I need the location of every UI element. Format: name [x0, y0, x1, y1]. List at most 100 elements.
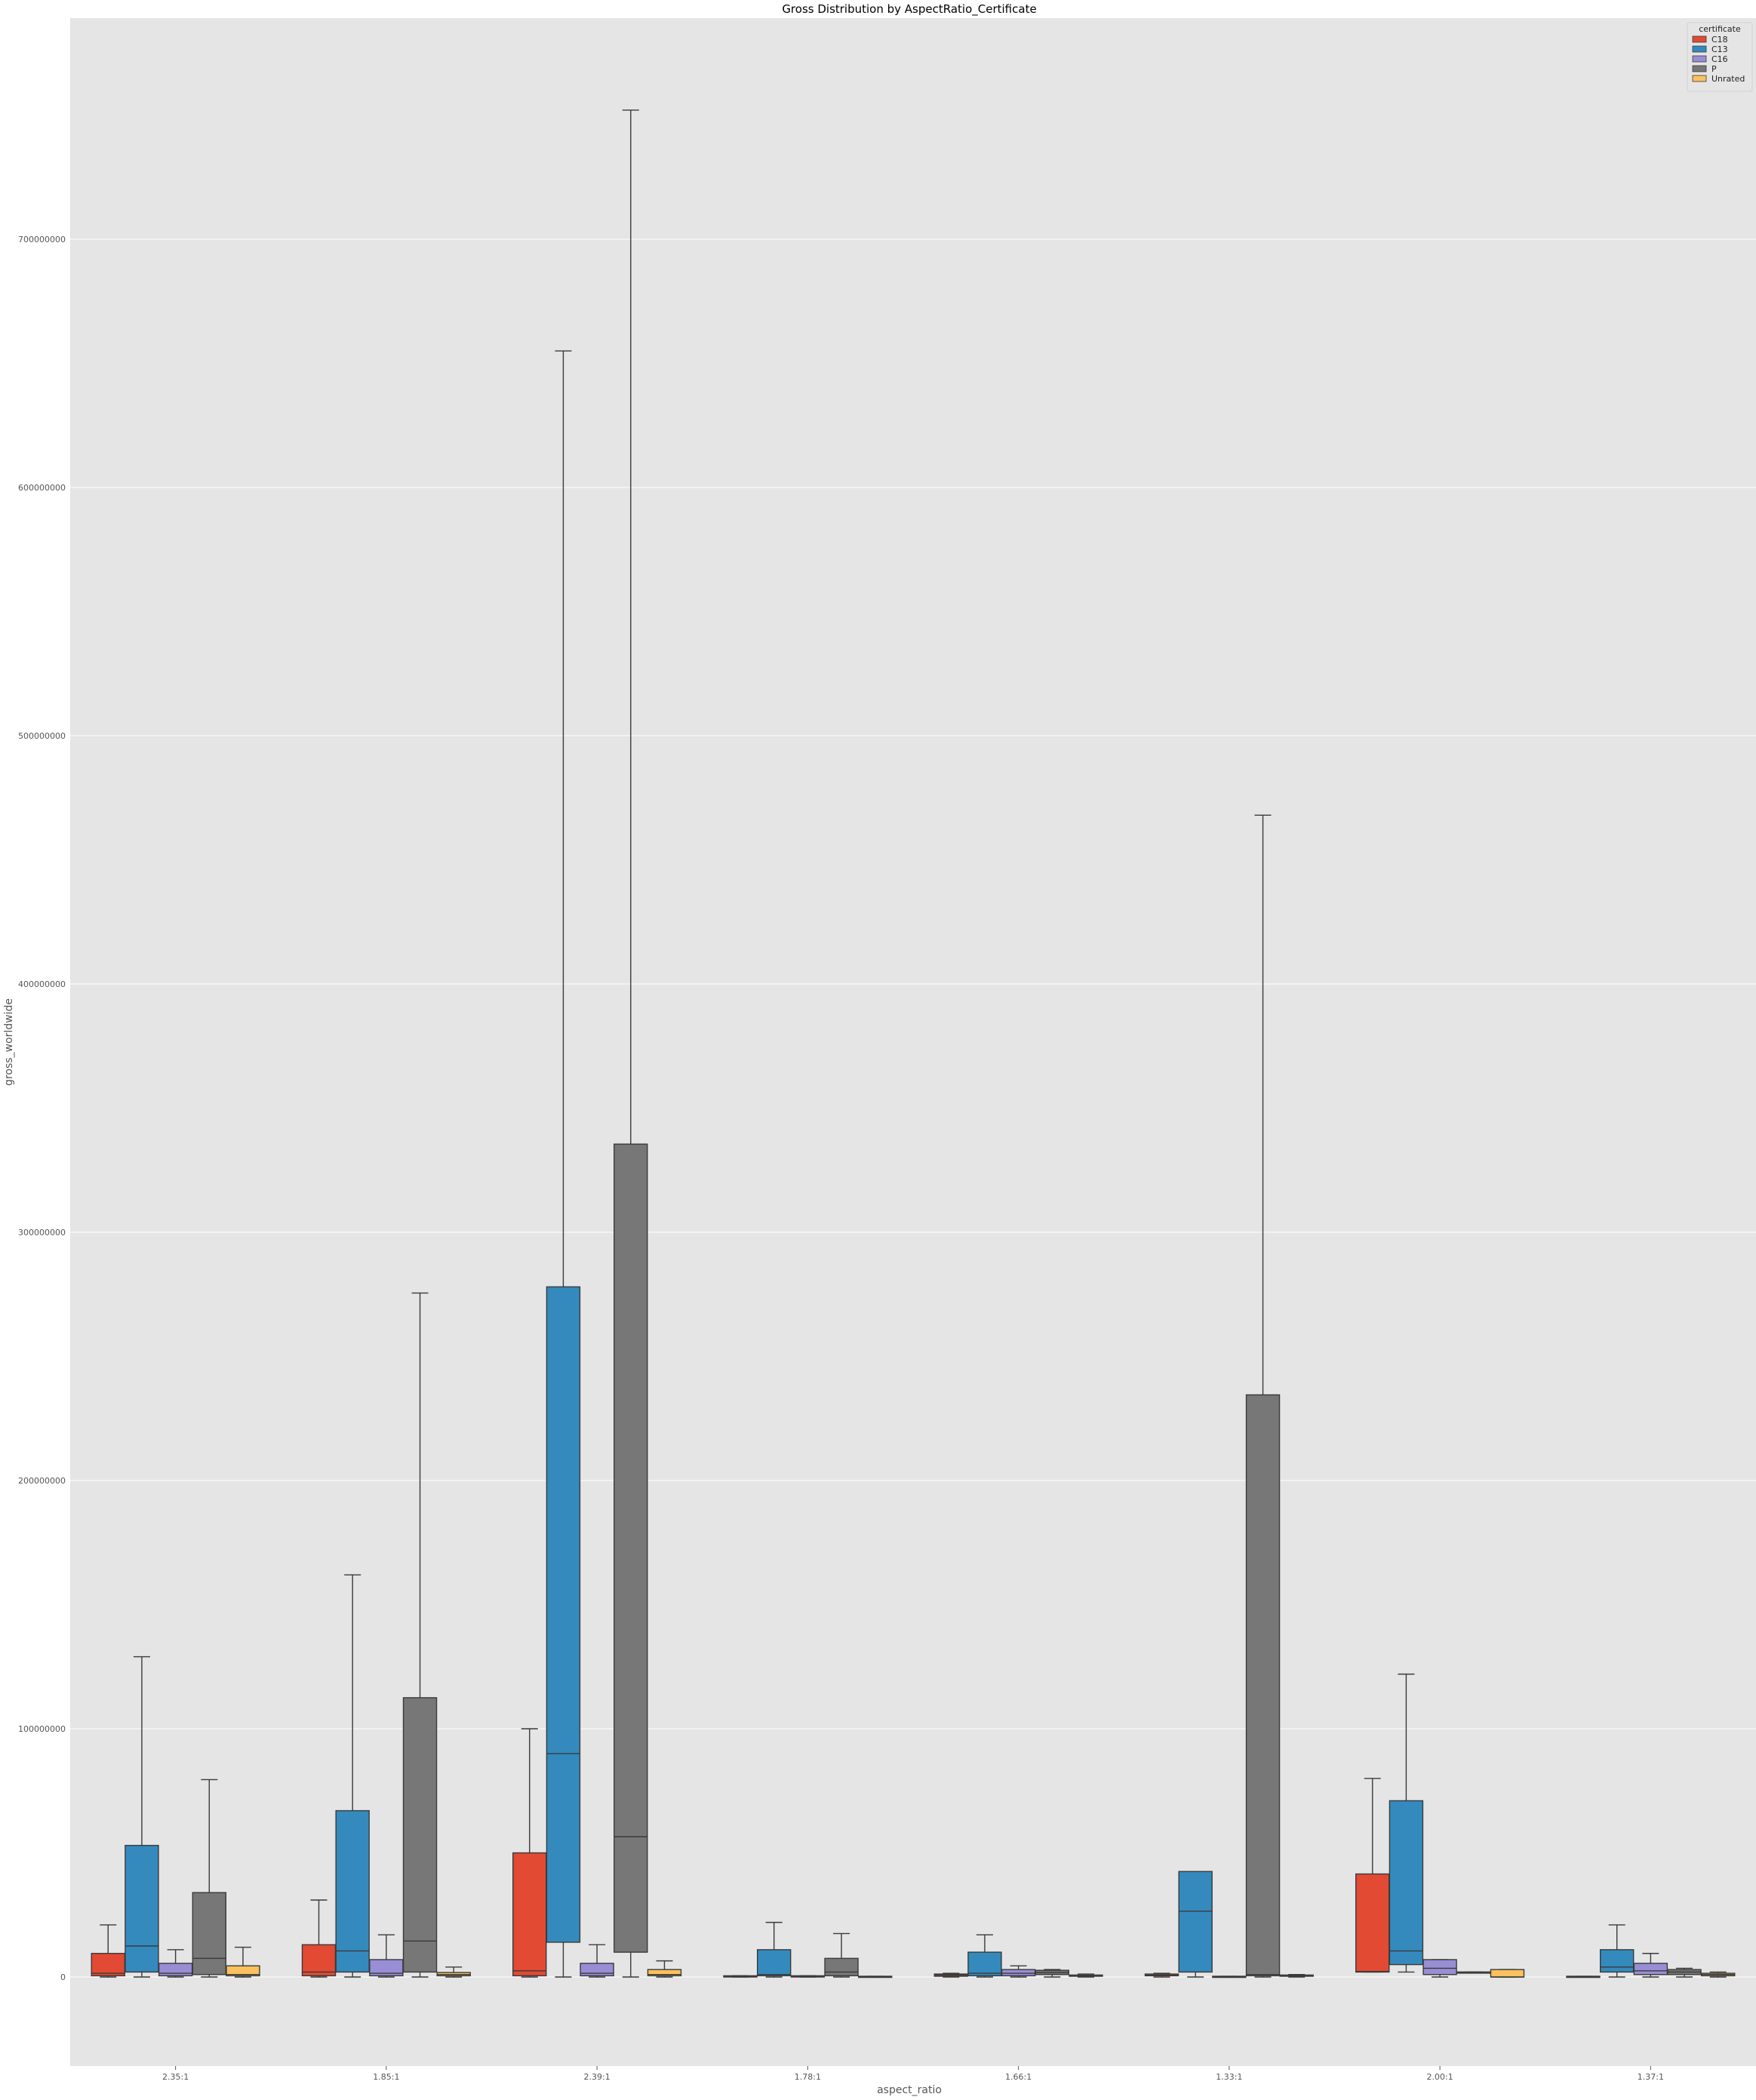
- box-c13-0: [125, 1656, 159, 1978]
- x-tick-label: 1.37:1: [1638, 2072, 1664, 2082]
- box-c16-3: [790, 1975, 826, 1978]
- box-unrated-6: [1490, 1969, 1525, 1978]
- box-c18-6: [1355, 1778, 1390, 1973]
- box-body: [1178, 1871, 1213, 1973]
- x-axis-ticks: 2.35:1 1.85:1 2.39:1 1.78:1 1.66:1 1.33:1 2.00…: [162, 2066, 1664, 2082]
- y-tick-label: 300000000: [18, 1228, 66, 1238]
- x-tick-label: 1.78:1: [795, 2072, 821, 2082]
- box-p-5: [1245, 814, 1281, 1978]
- box-body: [1422, 1959, 1457, 1975]
- box-p-0: [192, 1779, 227, 1978]
- box-p-4: [1035, 1969, 1070, 1978]
- y-axis-label: gross_worldwide: [3, 998, 15, 1086]
- y-tick-label: 600000000: [18, 483, 66, 493]
- box-body: [1633, 1963, 1668, 1975]
- box-c16-7: [1633, 1953, 1668, 1978]
- box-c18-7: [1566, 1975, 1601, 1979]
- box-p-2: [614, 109, 648, 1978]
- legend-label-p: P: [1711, 64, 1717, 74]
- box-unrated-5: [1279, 1974, 1314, 1978]
- y-tick-label: 0: [60, 1972, 66, 1982]
- box-c13-4: [967, 1934, 1002, 1978]
- x-tick-label: 1.85:1: [373, 2072, 399, 2082]
- box-c13-7: [1599, 1924, 1635, 1978]
- box-c16-1: [369, 1934, 404, 1978]
- x-tick-label: 2.00:1: [1427, 2072, 1453, 2082]
- legend-label-c13: C13: [1711, 45, 1728, 54]
- legend-label-c18: C18: [1711, 35, 1728, 45]
- box-body: [546, 1286, 581, 1943]
- box-c18-0: [91, 1924, 125, 1978]
- box-unrated-1: [436, 1966, 471, 1978]
- box-body: [824, 1957, 859, 1977]
- box-body: [512, 1852, 547, 1977]
- box-c13-5: [1178, 1871, 1213, 1978]
- box-unrated-4: [1069, 1973, 1103, 1978]
- y-tick-label: 100000000: [18, 1724, 66, 1734]
- box-body: [335, 1809, 370, 1973]
- box-unrated-3: [858, 1975, 893, 1979]
- box-body: [125, 1844, 159, 1973]
- box-body: [301, 1944, 337, 1977]
- box-c13-3: [756, 1921, 792, 1978]
- box-c18-1: [301, 1899, 337, 1978]
- legend-swatch-unrated: [1692, 75, 1707, 82]
- box-body: [967, 1951, 1002, 1977]
- box-p-7: [1667, 1967, 1702, 1978]
- box-c16-6: [1422, 1959, 1457, 1978]
- box-p-3: [824, 1932, 859, 1978]
- legend-swatch-c16: [1692, 55, 1707, 63]
- legend-swatch-p: [1692, 65, 1707, 72]
- y-tick-label: 200000000: [18, 1476, 66, 1486]
- x-tick-label: 2.39:1: [584, 2072, 610, 2082]
- box-body: [756, 1949, 792, 1977]
- box-body: [580, 1963, 614, 1977]
- box-c13-2: [546, 350, 581, 1978]
- y-tick-label: 700000000: [18, 235, 66, 244]
- box-c16-5: [1212, 1975, 1247, 1979]
- series-c18: [91, 1728, 1601, 1979]
- chart-title: Gross Distribution by AspectRatio_Certif…: [782, 2, 1036, 17]
- box-c18-2: [512, 1728, 547, 1978]
- box-c18-3: [723, 1975, 758, 1978]
- box-body: [91, 1953, 125, 1977]
- box-body: [1245, 1394, 1281, 1977]
- y-tick-label: 500000000: [18, 731, 66, 741]
- legend-title: certificate: [1699, 24, 1741, 34]
- box-body: [192, 1892, 227, 1975]
- x-tick-label: 1.66:1: [1005, 2072, 1032, 2082]
- grid-lines: [70, 238, 1756, 1978]
- legend-label-c16: C16: [1711, 54, 1728, 64]
- box-body: [1599, 1949, 1635, 1973]
- box-body: [1355, 1873, 1390, 1973]
- series-p: [192, 109, 1702, 1978]
- box-body: [647, 1969, 682, 1977]
- plot-background: [70, 18, 1756, 2066]
- box-c13-6: [1389, 1673, 1424, 1973]
- box-body: [1389, 1800, 1424, 1966]
- legend-swatch-c18: [1692, 35, 1707, 43]
- box-body: [1001, 1969, 1036, 1977]
- box-c16-0: [158, 1949, 193, 1978]
- box-p-6: [1456, 1971, 1491, 1974]
- legend-label-unrated: Unrated: [1711, 74, 1745, 84]
- box-body: [402, 1697, 438, 1973]
- y-tick-label: 400000000: [18, 979, 66, 989]
- series-c13: [125, 350, 1635, 1978]
- x-tick-label: 1.33:1: [1216, 2072, 1242, 2082]
- box-body: [158, 1963, 193, 1977]
- box-c16-2: [580, 1944, 614, 1978]
- series-unrated: [226, 1946, 1736, 1979]
- box-unrated-2: [647, 1960, 682, 1978]
- box-unrated-0: [226, 1946, 260, 1978]
- box-c18-4: [933, 1972, 968, 1978]
- box-series: [91, 109, 1736, 1979]
- box-body: [226, 1965, 260, 1977]
- y-axis-ticks: 0 100000000 200000000 300000000 400000000 500…: [18, 235, 66, 1982]
- box-unrated-7: [1701, 1971, 1736, 1978]
- box-body: [1490, 1969, 1525, 1978]
- x-tick-label: 2.35:1: [162, 2072, 189, 2082]
- series-c16: [158, 1934, 1668, 1979]
